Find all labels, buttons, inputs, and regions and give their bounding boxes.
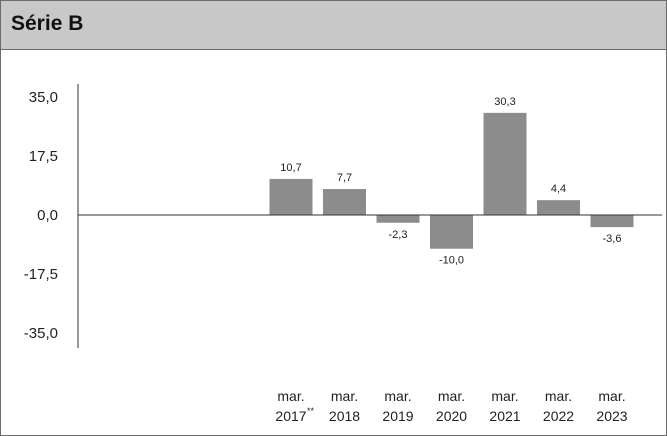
- y-tick-label: -17,5: [24, 266, 58, 283]
- data-label: 7,7: [337, 172, 352, 184]
- x-tick-label: 2018: [329, 408, 360, 424]
- x-tick-label: mar.: [491, 388, 518, 404]
- bar: [483, 112, 527, 215]
- x-tick-label: 2017: [275, 408, 306, 424]
- bar: [269, 178, 313, 215]
- y-tick-label: 0,0: [37, 207, 58, 224]
- data-label: 30,3: [494, 96, 515, 108]
- bar: [537, 200, 580, 215]
- x-tick-label: mar.: [438, 388, 465, 404]
- x-tick-label: 2022: [543, 408, 574, 424]
- data-label: -10,0: [439, 255, 464, 267]
- x-tick-label: 2020: [436, 408, 467, 424]
- x-tick-label: mar.: [331, 388, 358, 404]
- bar: [376, 215, 420, 223]
- data-label: -2,3: [389, 229, 408, 241]
- chart-header: Série B: [1, 1, 666, 50]
- x-tick-label: 2023: [596, 408, 627, 424]
- x-tick-label: 2019: [382, 408, 413, 424]
- x-tick-label: mar.: [384, 388, 411, 404]
- y-tick-label: -35,0: [24, 325, 58, 342]
- x-tick-label: mar.: [277, 388, 304, 404]
- bar: [430, 215, 473, 249]
- bar: [590, 215, 634, 228]
- x-tick-label: mar.: [598, 388, 625, 404]
- data-label: 10,7: [280, 162, 301, 174]
- y-tick-label: 35,0: [29, 89, 58, 106]
- x-tick-label: 2021: [489, 408, 520, 424]
- data-label: 4,4: [551, 183, 566, 195]
- y-tick-label: 17,5: [29, 148, 58, 165]
- data-label: -3,6: [603, 233, 622, 245]
- chart-title: Série B: [11, 12, 84, 35]
- x-tick-label: mar.: [545, 388, 572, 404]
- x-tick-footnote-mark: **: [307, 406, 315, 416]
- bar: [323, 189, 366, 215]
